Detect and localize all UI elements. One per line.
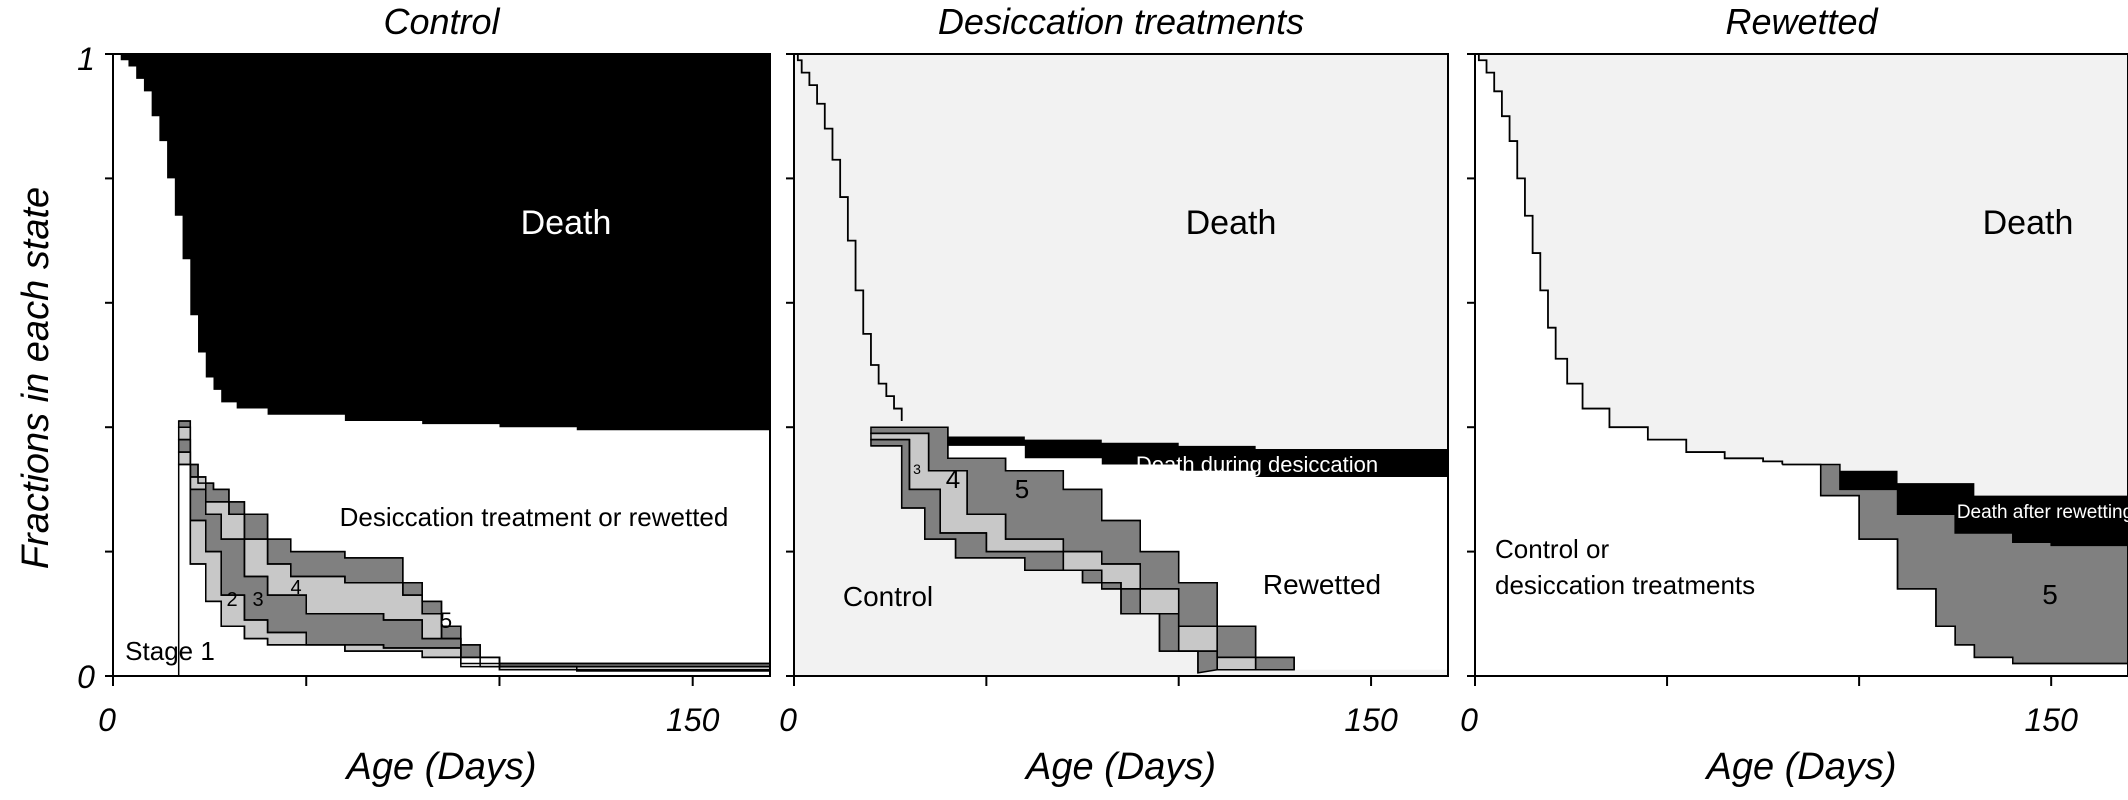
x-tick-label-0: 0 (1460, 702, 1478, 738)
stage3-label: 3 (913, 461, 921, 477)
stage-boundary-line (1782, 463, 2128, 665)
x-tick-label-150: 150 (666, 702, 720, 738)
x-tick-label-0: 0 (779, 702, 797, 738)
control-curve (794, 53, 903, 421)
death-label: Death (1186, 204, 1277, 242)
death-label: Death (521, 204, 612, 242)
stage-boundary-line (178, 451, 771, 675)
death-during-desiccation-label: Death during desiccation (1136, 452, 1378, 477)
death-region (113, 54, 770, 434)
x-tick-label-0: 0 (98, 702, 116, 738)
stage-boundary-line (870, 426, 1295, 670)
panel-control: 0 150 Age (Days) Control Death Desiccation tr… (98, 1, 771, 788)
control-label: Control (843, 581, 933, 612)
stage-boundary-line (178, 426, 771, 674)
x-axis-title: Age (Days) (1024, 746, 1216, 788)
death-label: Death (1983, 204, 2074, 242)
panel-rewetted: 0 150 Age (Days) Rewetted Death Death after r… (1460, 1, 2128, 788)
rewet-curve (1475, 53, 1784, 465)
death-after-rewetting-label: Death after rewetting (1957, 502, 2128, 523)
stage4-label: 4 (290, 577, 301, 599)
death-after-rewetting-band (1782, 464, 2128, 546)
stage5-label: 5 (1015, 474, 1029, 504)
x-tick-label-150: 150 (1344, 702, 1398, 738)
control-region (1475, 54, 2128, 676)
panel-desiccation: 0 150 Age (Days) Desiccation treatments Deat… (779, 1, 1449, 788)
x-tick-label-150: 150 (2024, 702, 2078, 738)
rewetted-label: Rewetted (1263, 569, 1381, 600)
control-or-label: Control or (1495, 534, 1609, 564)
panel-title: Control (383, 1, 500, 42)
panel-frame (112, 53, 771, 677)
death-during-desiccation-band (870, 427, 1448, 496)
stage-boundary-line (870, 445, 1199, 673)
stage5-label: 5 (2042, 579, 2058, 610)
panels-layer: 0 150 Age (Days) Control Death Desiccation tr… (98, 1, 2128, 788)
panel-frame (1474, 53, 2128, 677)
stage1-label: Stage 1 (125, 636, 215, 666)
stage-boundary-line (870, 432, 1257, 670)
panel-title: Desiccation treatments (938, 1, 1304, 42)
y-axis-title: Fractions in each state (15, 187, 57, 569)
stage3-label: 3 (252, 589, 263, 611)
panel-frame (793, 53, 1449, 677)
desiccation-treatments-label: desiccation treatments (1495, 570, 1755, 600)
stage-boundary-line (178, 463, 771, 676)
y-tick-label-1: 1 (77, 41, 95, 77)
stage4-label: 4 (946, 464, 960, 494)
stage-boundary-line (178, 438, 771, 675)
desiccation-label: Desiccation treatment or rewetted (340, 502, 729, 532)
stage2-label: 2 (226, 589, 237, 611)
x-axis-title: Age (Days) (344, 746, 536, 788)
y-tick-label-0: 0 (77, 659, 95, 695)
x-axis-title: Age (Days) (1704, 746, 1896, 788)
stage5-label: 5 (440, 608, 452, 633)
panel-title: Rewetted (1725, 1, 1878, 42)
